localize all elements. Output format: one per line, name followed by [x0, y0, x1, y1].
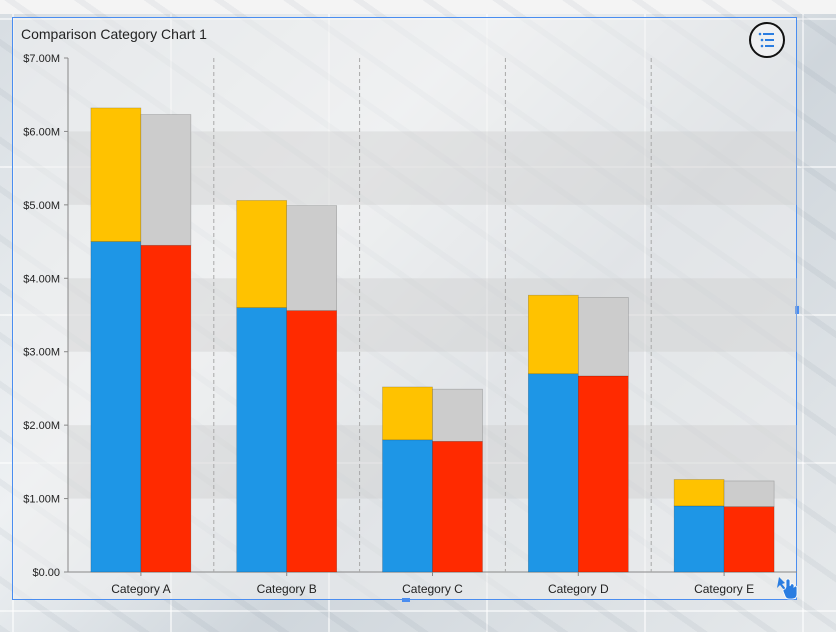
bar-segment	[577, 297, 629, 377]
bar-segment	[382, 439, 433, 573]
resize-handle-right[interactable]	[795, 306, 799, 314]
bar-segment	[382, 386, 433, 441]
y-tick-label: $1.00M	[23, 494, 60, 506]
x-tick-label: Category A	[111, 582, 170, 596]
bar-segment	[90, 107, 142, 242]
x-tick-label: Category E	[694, 582, 754, 596]
list-menu-icon	[758, 32, 774, 48]
y-tick-label: $4.00M	[23, 273, 60, 285]
y-tick-label: $6.00M	[23, 126, 60, 138]
bar-segment	[673, 479, 725, 507]
x-tick-label: Category C	[402, 582, 463, 596]
y-tick-label: $3.00M	[23, 347, 60, 359]
bar-segment	[432, 440, 483, 573]
y-tick-label: $7.00M	[23, 53, 60, 65]
bar-segment	[723, 480, 775, 507]
hand-pointer-icon	[777, 577, 798, 600]
bar-segment	[723, 506, 775, 573]
y-tick-label: $2.00M	[23, 420, 60, 432]
x-tick-label: Category B	[257, 582, 317, 596]
bar-segment	[527, 294, 579, 375]
window-top-strip	[0, 0, 836, 14]
bar-segment	[673, 505, 725, 573]
x-tick-label: Category D	[548, 582, 609, 596]
bar-segment	[286, 310, 338, 573]
bar-segment	[236, 200, 287, 308]
bar-segment	[140, 244, 192, 573]
chart-menu-button[interactable]	[749, 22, 785, 58]
chart-title: Comparison Category Chart 1	[21, 26, 207, 42]
bar-segment	[527, 373, 579, 573]
resize-handle-bottom[interactable]	[402, 598, 410, 602]
y-tick-label: $5.00M	[23, 200, 60, 212]
bar-segment	[90, 241, 142, 573]
y-tick-label: $0.00	[32, 567, 60, 579]
bar-segment	[286, 205, 338, 311]
bar-segment	[140, 114, 192, 246]
bar-segment	[577, 375, 629, 573]
bar-segment	[432, 388, 483, 442]
bar-segment	[236, 307, 287, 573]
